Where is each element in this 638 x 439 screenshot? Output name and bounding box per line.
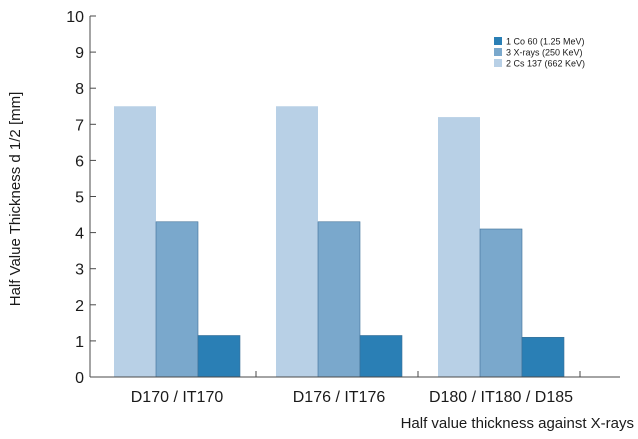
legend: 1 Co 60 (1.25 MeV)3 X-rays (250 KeV)2 Cs… — [494, 37, 585, 69]
bar — [317, 221, 361, 378]
y-tick-label: 9 — [75, 45, 84, 62]
y-tick-label: 8 — [75, 81, 84, 98]
x-category-label: D170 / IT170 — [131, 389, 224, 406]
legend-swatch — [494, 48, 502, 56]
y-tick-label: 3 — [75, 262, 84, 279]
y-tick-label: 10 — [66, 9, 84, 26]
legend-swatch — [494, 59, 502, 67]
bar — [438, 117, 480, 377]
x-category-labels: D170 / IT170 D176 / IT176 D180 / IT180 / D… — [131, 389, 573, 406]
bar — [359, 335, 403, 378]
bar — [276, 106, 318, 377]
bar — [114, 106, 156, 377]
bar — [479, 228, 523, 378]
y-tick-label: 0 — [75, 370, 84, 387]
y-tick-label: 5 — [75, 190, 84, 207]
legend-label: 3 X-rays (250 KeV) — [506, 48, 583, 58]
x-category-label: D180 / IT180 / D185 — [429, 389, 573, 406]
y-tick-label: 6 — [75, 153, 84, 170]
x-category-label: D176 / IT176 — [293, 389, 386, 406]
bar — [155, 221, 199, 378]
y-tick-label: 4 — [75, 226, 84, 243]
bar — [197, 335, 241, 378]
bar — [521, 336, 565, 378]
x-axis-label: Half value thickness against X-rays — [401, 415, 634, 432]
bars-layer — [114, 106, 565, 378]
y-tick-label: 7 — [75, 117, 84, 134]
y-tick-label: 2 — [75, 298, 84, 315]
legend-label: 2 Cs 137 (662 KeV) — [506, 59, 585, 69]
y-tick-label: 1 — [75, 334, 84, 351]
y-axis-label: Half Value Thickness d 1/2 [mm] — [7, 92, 24, 307]
legend-swatch — [494, 37, 502, 45]
y-ticks: 0 1 2 3 4 5 6 7 8 9 10 — [66, 9, 581, 387]
legend-label: 1 Co 60 (1.25 MeV) — [506, 37, 585, 47]
